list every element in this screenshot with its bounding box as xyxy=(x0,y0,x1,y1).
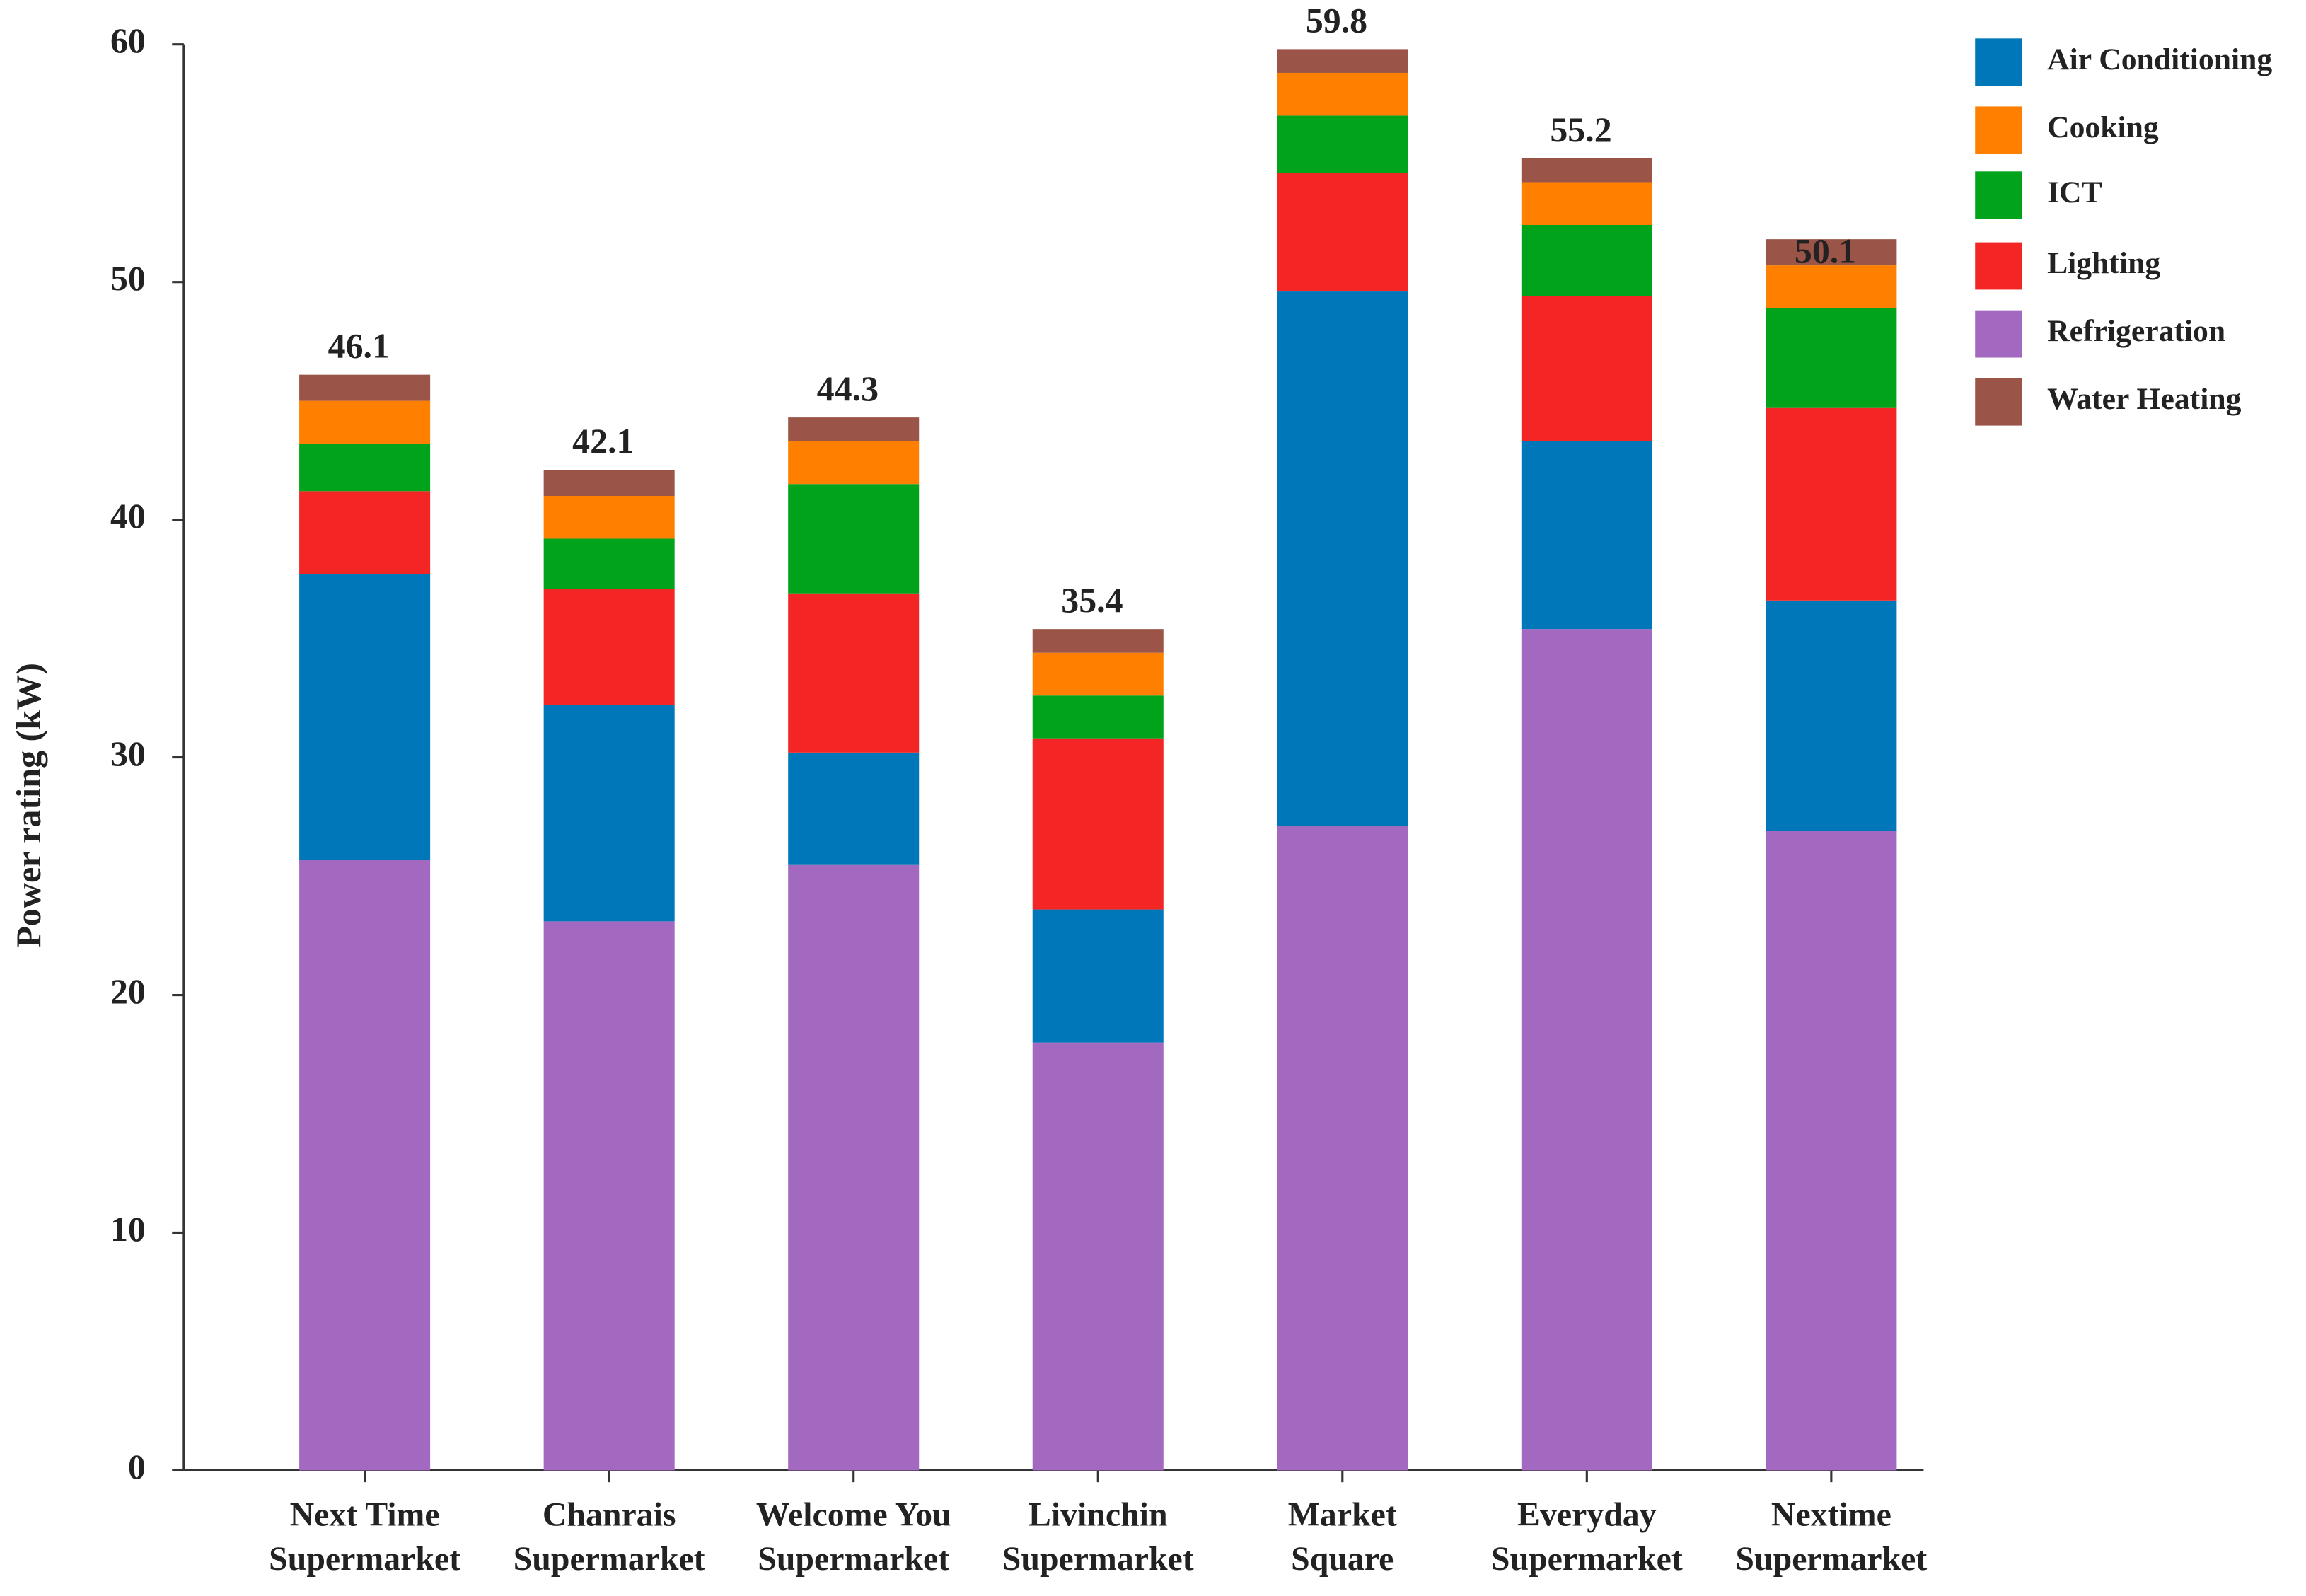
bar-segment xyxy=(1277,826,1408,1471)
bar-segment xyxy=(1766,407,1897,601)
x-tick-label-line: Supermarket xyxy=(758,1540,949,1578)
x-tick-label: Nextime Supermarket xyxy=(1735,1496,1927,1578)
bar-segment xyxy=(543,589,675,705)
x-tick-label: Market Square xyxy=(1288,1496,1397,1578)
bar-segment xyxy=(1766,239,1897,266)
x-tick-label-line: Everyday xyxy=(1517,1496,1657,1533)
y-tick-label: 20 xyxy=(110,971,146,1011)
x-tick-label-line: Square xyxy=(1291,1540,1394,1578)
bar-segment xyxy=(1277,291,1408,826)
x-tick-label-line: Supermarket xyxy=(1491,1540,1683,1578)
y-tick-label: 10 xyxy=(110,1209,146,1249)
legend-swatch xyxy=(1975,378,2022,426)
y-tick-label: 0 xyxy=(128,1447,146,1486)
legend-label: ICT xyxy=(2047,175,2102,209)
legend-swatch xyxy=(1975,242,2022,290)
bar-segment xyxy=(1521,182,1652,225)
bar-segment xyxy=(543,705,675,922)
x-tick-label-line: Nextime xyxy=(1771,1496,1891,1533)
bar-segment xyxy=(1032,695,1164,739)
bar-segment xyxy=(543,921,675,1471)
bar-segment xyxy=(1766,265,1897,308)
y-tick-label: 60 xyxy=(110,21,146,60)
bar-segment xyxy=(1032,738,1164,910)
bar-segment xyxy=(1521,629,1652,1471)
bar-segment xyxy=(788,864,920,1471)
bar-segment xyxy=(1521,224,1652,296)
bar-segment xyxy=(543,538,675,589)
bar-segment xyxy=(299,491,431,574)
bar-segment xyxy=(299,574,431,860)
legend-swatch xyxy=(1975,106,2022,154)
x-tick-label-line: Next Time xyxy=(290,1496,440,1533)
x-tick-label-line: Supermarket xyxy=(1002,1540,1194,1578)
bar-segment xyxy=(1277,72,1408,116)
legend-swatch xyxy=(1975,38,2022,86)
x-tick-label-line: Chanrais xyxy=(543,1496,676,1533)
total-label: 55.2 xyxy=(1550,110,1611,149)
legend-label: Air Conditioning xyxy=(2047,42,2272,76)
bar-segment xyxy=(788,484,920,594)
bar-segment xyxy=(299,860,431,1471)
bar-segment xyxy=(1032,1042,1164,1471)
x-tick-label: Everyday Supermarket xyxy=(1491,1496,1683,1578)
x-tick-label: Livinchin Supermarket xyxy=(1002,1496,1194,1578)
y-tick-label: 50 xyxy=(110,258,146,298)
x-tick-label-line: Supermarket xyxy=(1735,1540,1927,1578)
bar-segment xyxy=(1032,909,1164,1043)
total-label: 50.1 xyxy=(1795,231,1856,270)
total-label: 59.8 xyxy=(1306,0,1367,40)
bar-segment xyxy=(788,441,920,485)
legend-swatch xyxy=(1975,310,2022,358)
bar-segment xyxy=(1766,308,1897,408)
total-label: 42.1 xyxy=(572,421,634,461)
bar-segment xyxy=(1766,600,1897,831)
bar-segment xyxy=(299,374,431,401)
bar-segment xyxy=(788,752,920,865)
total-label: 46.1 xyxy=(328,326,390,366)
x-tick-label: Chanrais Supermarket xyxy=(514,1496,705,1578)
bar-segment xyxy=(543,470,675,496)
bar-segment xyxy=(788,417,920,441)
x-tick-label: Welcome You Supermarket xyxy=(756,1496,951,1578)
y-tick-label: 30 xyxy=(110,734,146,773)
bar-segment xyxy=(299,400,431,444)
bar-segment xyxy=(1521,441,1652,630)
x-tick-label-line: Supermarket xyxy=(269,1540,460,1578)
bar-segment xyxy=(543,495,675,539)
x-tick-label-line: Market xyxy=(1288,1496,1397,1533)
legend-label: Water Heating xyxy=(2047,382,2241,416)
y-axis-label: Power rating (kW) xyxy=(8,663,48,948)
bar-segment xyxy=(1277,173,1408,292)
x-tick-label-line: Supermarket xyxy=(514,1540,705,1578)
x-tick-label: Next Time Supermarket xyxy=(269,1496,460,1578)
legend-label: Lighting xyxy=(2047,246,2160,280)
total-label: 35.4 xyxy=(1061,580,1123,620)
bar-segment xyxy=(788,593,920,753)
bar-segment xyxy=(1521,296,1652,441)
x-tick-label-line: Welcome You xyxy=(756,1496,951,1533)
legend-swatch xyxy=(1975,171,2022,219)
total-label: 44.3 xyxy=(817,369,879,408)
bar-segment xyxy=(1277,115,1408,173)
bar-segment xyxy=(1277,49,1408,73)
legend-label: Cooking xyxy=(2047,110,2159,144)
y-tick-label: 40 xyxy=(110,496,146,536)
bar-segment xyxy=(299,444,431,492)
bar-segment xyxy=(1032,652,1164,696)
bar-segment xyxy=(1032,629,1164,653)
legend-label: Refrigeration xyxy=(2047,314,2225,348)
x-tick-label-line: Livinchin xyxy=(1029,1496,1168,1533)
bar-segment xyxy=(1521,158,1652,183)
bar-segment xyxy=(1766,831,1897,1471)
